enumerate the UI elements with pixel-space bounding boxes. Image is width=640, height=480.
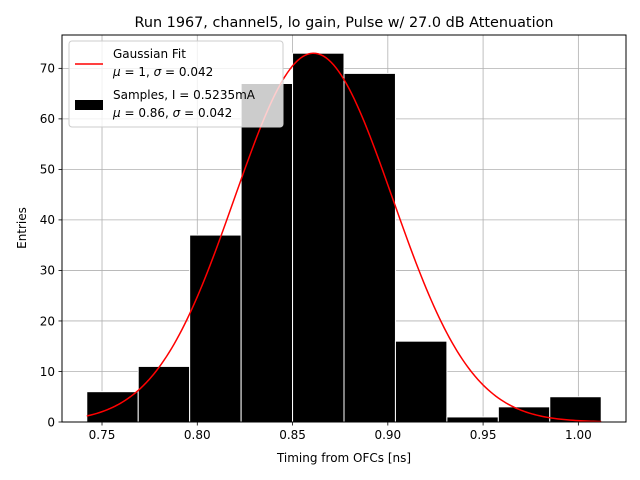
x-axis-label: Timing from OFCs [ns] bbox=[276, 451, 411, 465]
y-axis-label: Entries bbox=[15, 207, 29, 249]
y-tick-label: 0 bbox=[47, 415, 55, 429]
legend-samples-label: Samples, I = 0.5235mA bbox=[113, 88, 256, 102]
y-tick-label: 70 bbox=[40, 62, 55, 76]
x-tick-label: 0.80 bbox=[184, 428, 211, 442]
histogram-bar bbox=[137, 365, 191, 423]
y-tick-label: 40 bbox=[40, 213, 55, 227]
histogram-bar bbox=[240, 83, 294, 423]
legend-fit-params: μ = 1, σ = 0.042 bbox=[112, 65, 213, 79]
x-axis-ticks: 0.75 0.80 0.85 0.90 0.95 1.00 bbox=[89, 422, 592, 442]
y-tick-label: 20 bbox=[40, 314, 55, 328]
chart-title: Run 1967, channel5, lo gain, Pulse w/ 27… bbox=[135, 15, 554, 31]
x-tick-label: 0.95 bbox=[470, 428, 497, 442]
legend-fit-label: Gaussian Fit bbox=[113, 47, 186, 61]
histogram-bar bbox=[189, 234, 242, 423]
gaussian-fit-line bbox=[86, 52, 602, 423]
x-tick-label: 0.75 bbox=[89, 428, 116, 442]
plot-frame bbox=[61, 34, 627, 423]
y-tick-label: 50 bbox=[40, 163, 55, 177]
histogram-bar bbox=[497, 406, 551, 423]
legend-samples-params: μ = 0.86, σ = 0.042 bbox=[112, 106, 232, 120]
histogram-bar bbox=[343, 72, 396, 423]
legend-box bbox=[68, 40, 284, 128]
histogram-bar bbox=[292, 52, 345, 423]
legend-samples-swatch bbox=[75, 100, 103, 110]
x-tick-label: 0.90 bbox=[374, 428, 401, 442]
x-tick-label: 0.85 bbox=[279, 428, 306, 442]
legend: Gaussian Fit μ = 1, σ = 0.042 Samples, I =… bbox=[68, 40, 284, 128]
fit-curve-layer bbox=[86, 52, 602, 423]
histogram-bar bbox=[394, 340, 448, 423]
y-tick-label: 60 bbox=[40, 112, 55, 126]
histogram-bars bbox=[86, 52, 602, 423]
y-tick-label: 10 bbox=[40, 365, 55, 379]
y-tick-label: 30 bbox=[40, 264, 55, 278]
y-axis-ticks: 0 10 20 30 40 50 60 70 bbox=[40, 62, 62, 429]
histogram-bar bbox=[446, 416, 499, 423]
x-tick-label: 1.00 bbox=[565, 428, 592, 442]
